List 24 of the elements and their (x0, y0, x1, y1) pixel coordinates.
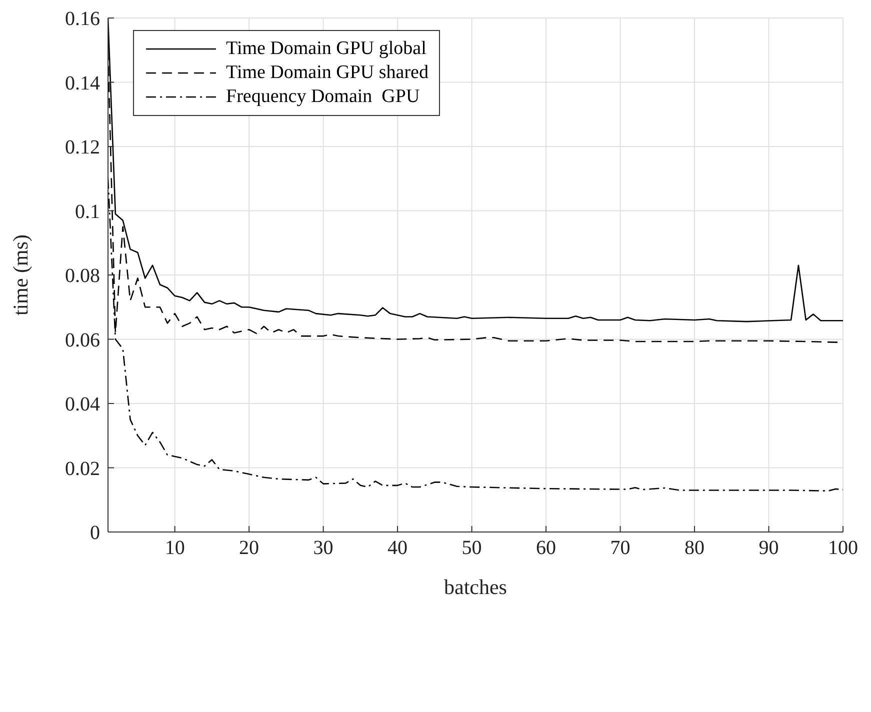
x-axis-title: batches (444, 575, 507, 599)
y-tick-label: 0.04 (65, 394, 100, 416)
x-tick-label: 90 (758, 537, 779, 560)
y-tick-label: 0 (90, 522, 100, 544)
legend-label: Time Domain GPU global (226, 37, 426, 61)
legend-label: Time Domain GPU shared (226, 61, 428, 85)
y-tick-label: 0.16 (65, 8, 100, 30)
y-tick-label: 0.08 (65, 265, 100, 288)
x-tick-label: 100 (828, 537, 858, 560)
y-axis-title: time (ms) (8, 234, 32, 316)
y-tick-label: 0.06 (65, 329, 100, 352)
legend-label: Frequency Domain GPU (226, 85, 420, 109)
x-tick-label: 80 (684, 537, 705, 560)
y-tick-label: 0.14 (65, 72, 100, 94)
x-tick-label: 30 (313, 537, 334, 560)
y-tick-label: 0.02 (65, 458, 100, 480)
x-tick-label: 60 (536, 537, 556, 560)
x-tick-label: 40 (388, 537, 408, 560)
y-tick-label: 0.12 (65, 136, 100, 159)
x-tick-label: 20 (239, 537, 260, 560)
x-tick-label: 50 (462, 537, 482, 560)
x-tick-label: 10 (164, 537, 185, 560)
y-tick-label: 0.1 (75, 200, 100, 223)
x-tick-label: 70 (610, 537, 630, 560)
